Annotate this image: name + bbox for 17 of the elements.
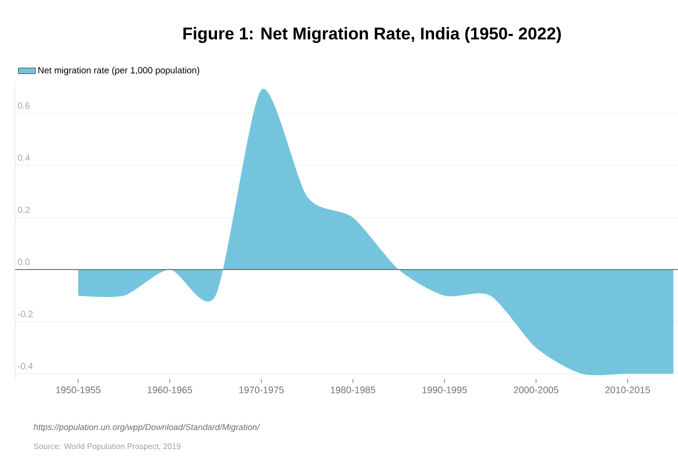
x-tick-label: 1980-1985	[330, 386, 376, 394]
y-tick-label: 0.6	[18, 102, 30, 109]
source-note: Source: World Population Prospect, 2019	[34, 443, 180, 451]
x-tick-label: 1950-1955	[56, 386, 101, 394]
chart-title: Figure 1: Net Migration Rate, India (1950- 2022)	[183, 27, 561, 43]
x-tick-label: 1960-1965	[148, 386, 192, 394]
y-tick-label: -0.2	[18, 310, 33, 318]
y-tick-label: 0.2	[18, 206, 30, 213]
text: https://population.un.org/wpp/Download/Standard/Migration/	[34, 424, 260, 432]
x-tick-label: 1970-1975	[239, 386, 284, 394]
y-tick-label: 0.0	[18, 258, 30, 266]
x-tick-label: 2000-2005	[514, 386, 558, 394]
y-tick-label: 0.4	[18, 154, 30, 161]
legend-label: Net migration rate (per 1,000 population)	[38, 66, 200, 76]
x-tick-label: 2010-2015	[605, 386, 650, 394]
y-tick-label: -0.4	[18, 362, 33, 370]
x-tick-label: 1990-1995	[422, 386, 467, 394]
